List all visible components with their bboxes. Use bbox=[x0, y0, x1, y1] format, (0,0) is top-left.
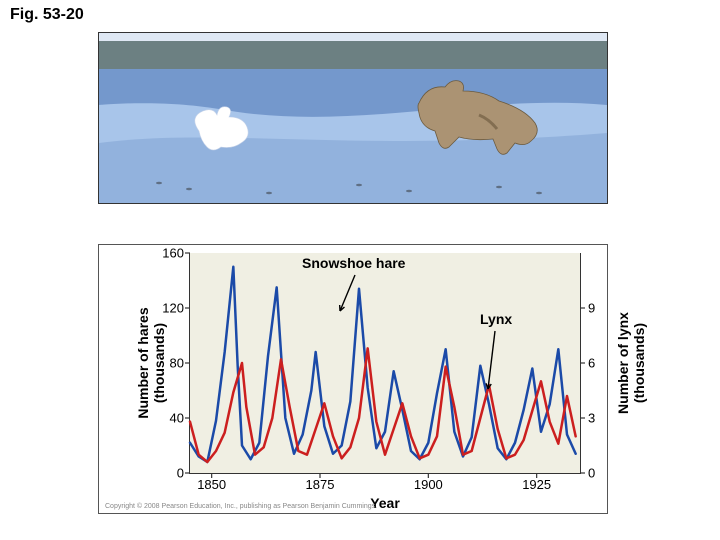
copyright-text: Copyright © 2008 Pearson Education, Inc.… bbox=[105, 503, 377, 510]
x-tick-label: 1925 bbox=[522, 473, 551, 492]
y-right-tick-label: 6 bbox=[580, 356, 595, 371]
y-right-axis-title: Number of lynx (thousands) bbox=[615, 312, 647, 414]
predation-photo bbox=[98, 32, 608, 204]
hare-series-label: Snowshoe hare bbox=[302, 255, 405, 271]
y-right-tick-label: 3 bbox=[580, 411, 595, 426]
y-left-axis-title: Number of hares (thousands) bbox=[135, 307, 167, 418]
y-left-tick-label: 40 bbox=[170, 411, 190, 426]
x-tick-label: 1875 bbox=[306, 473, 335, 492]
x-tick-label: 1850 bbox=[197, 473, 226, 492]
y-left-tick-label: 160 bbox=[162, 246, 190, 261]
y-left-tick-label: 120 bbox=[162, 301, 190, 316]
plot-area: Snowshoe hare Lynx Year 0408012016003691… bbox=[189, 253, 581, 474]
x-tick-label: 1900 bbox=[414, 473, 443, 492]
y-left-tick-label: 0 bbox=[177, 466, 190, 481]
y-left-title-line2: (thousands) bbox=[151, 323, 167, 403]
lynx-series-label: Lynx bbox=[480, 311, 512, 327]
page: Fig. 53-20 Number of hares (thousands) N… bbox=[0, 0, 720, 540]
y-right-tick-label: 9 bbox=[580, 301, 595, 316]
population-chart: Number of hares (thousands) Number of ly… bbox=[98, 244, 608, 514]
y-right-title-line1: Number of lynx bbox=[615, 312, 631, 414]
y-right-tick-label: 0 bbox=[580, 466, 595, 481]
y-right-title-line2: (thousands) bbox=[631, 323, 647, 403]
y-left-title-line1: Number of hares bbox=[135, 307, 151, 418]
plot-svg bbox=[190, 253, 580, 473]
photo-svg bbox=[99, 33, 607, 203]
y-left-tick-label: 80 bbox=[170, 356, 190, 371]
figure-label: Fig. 53-20 bbox=[10, 6, 84, 24]
